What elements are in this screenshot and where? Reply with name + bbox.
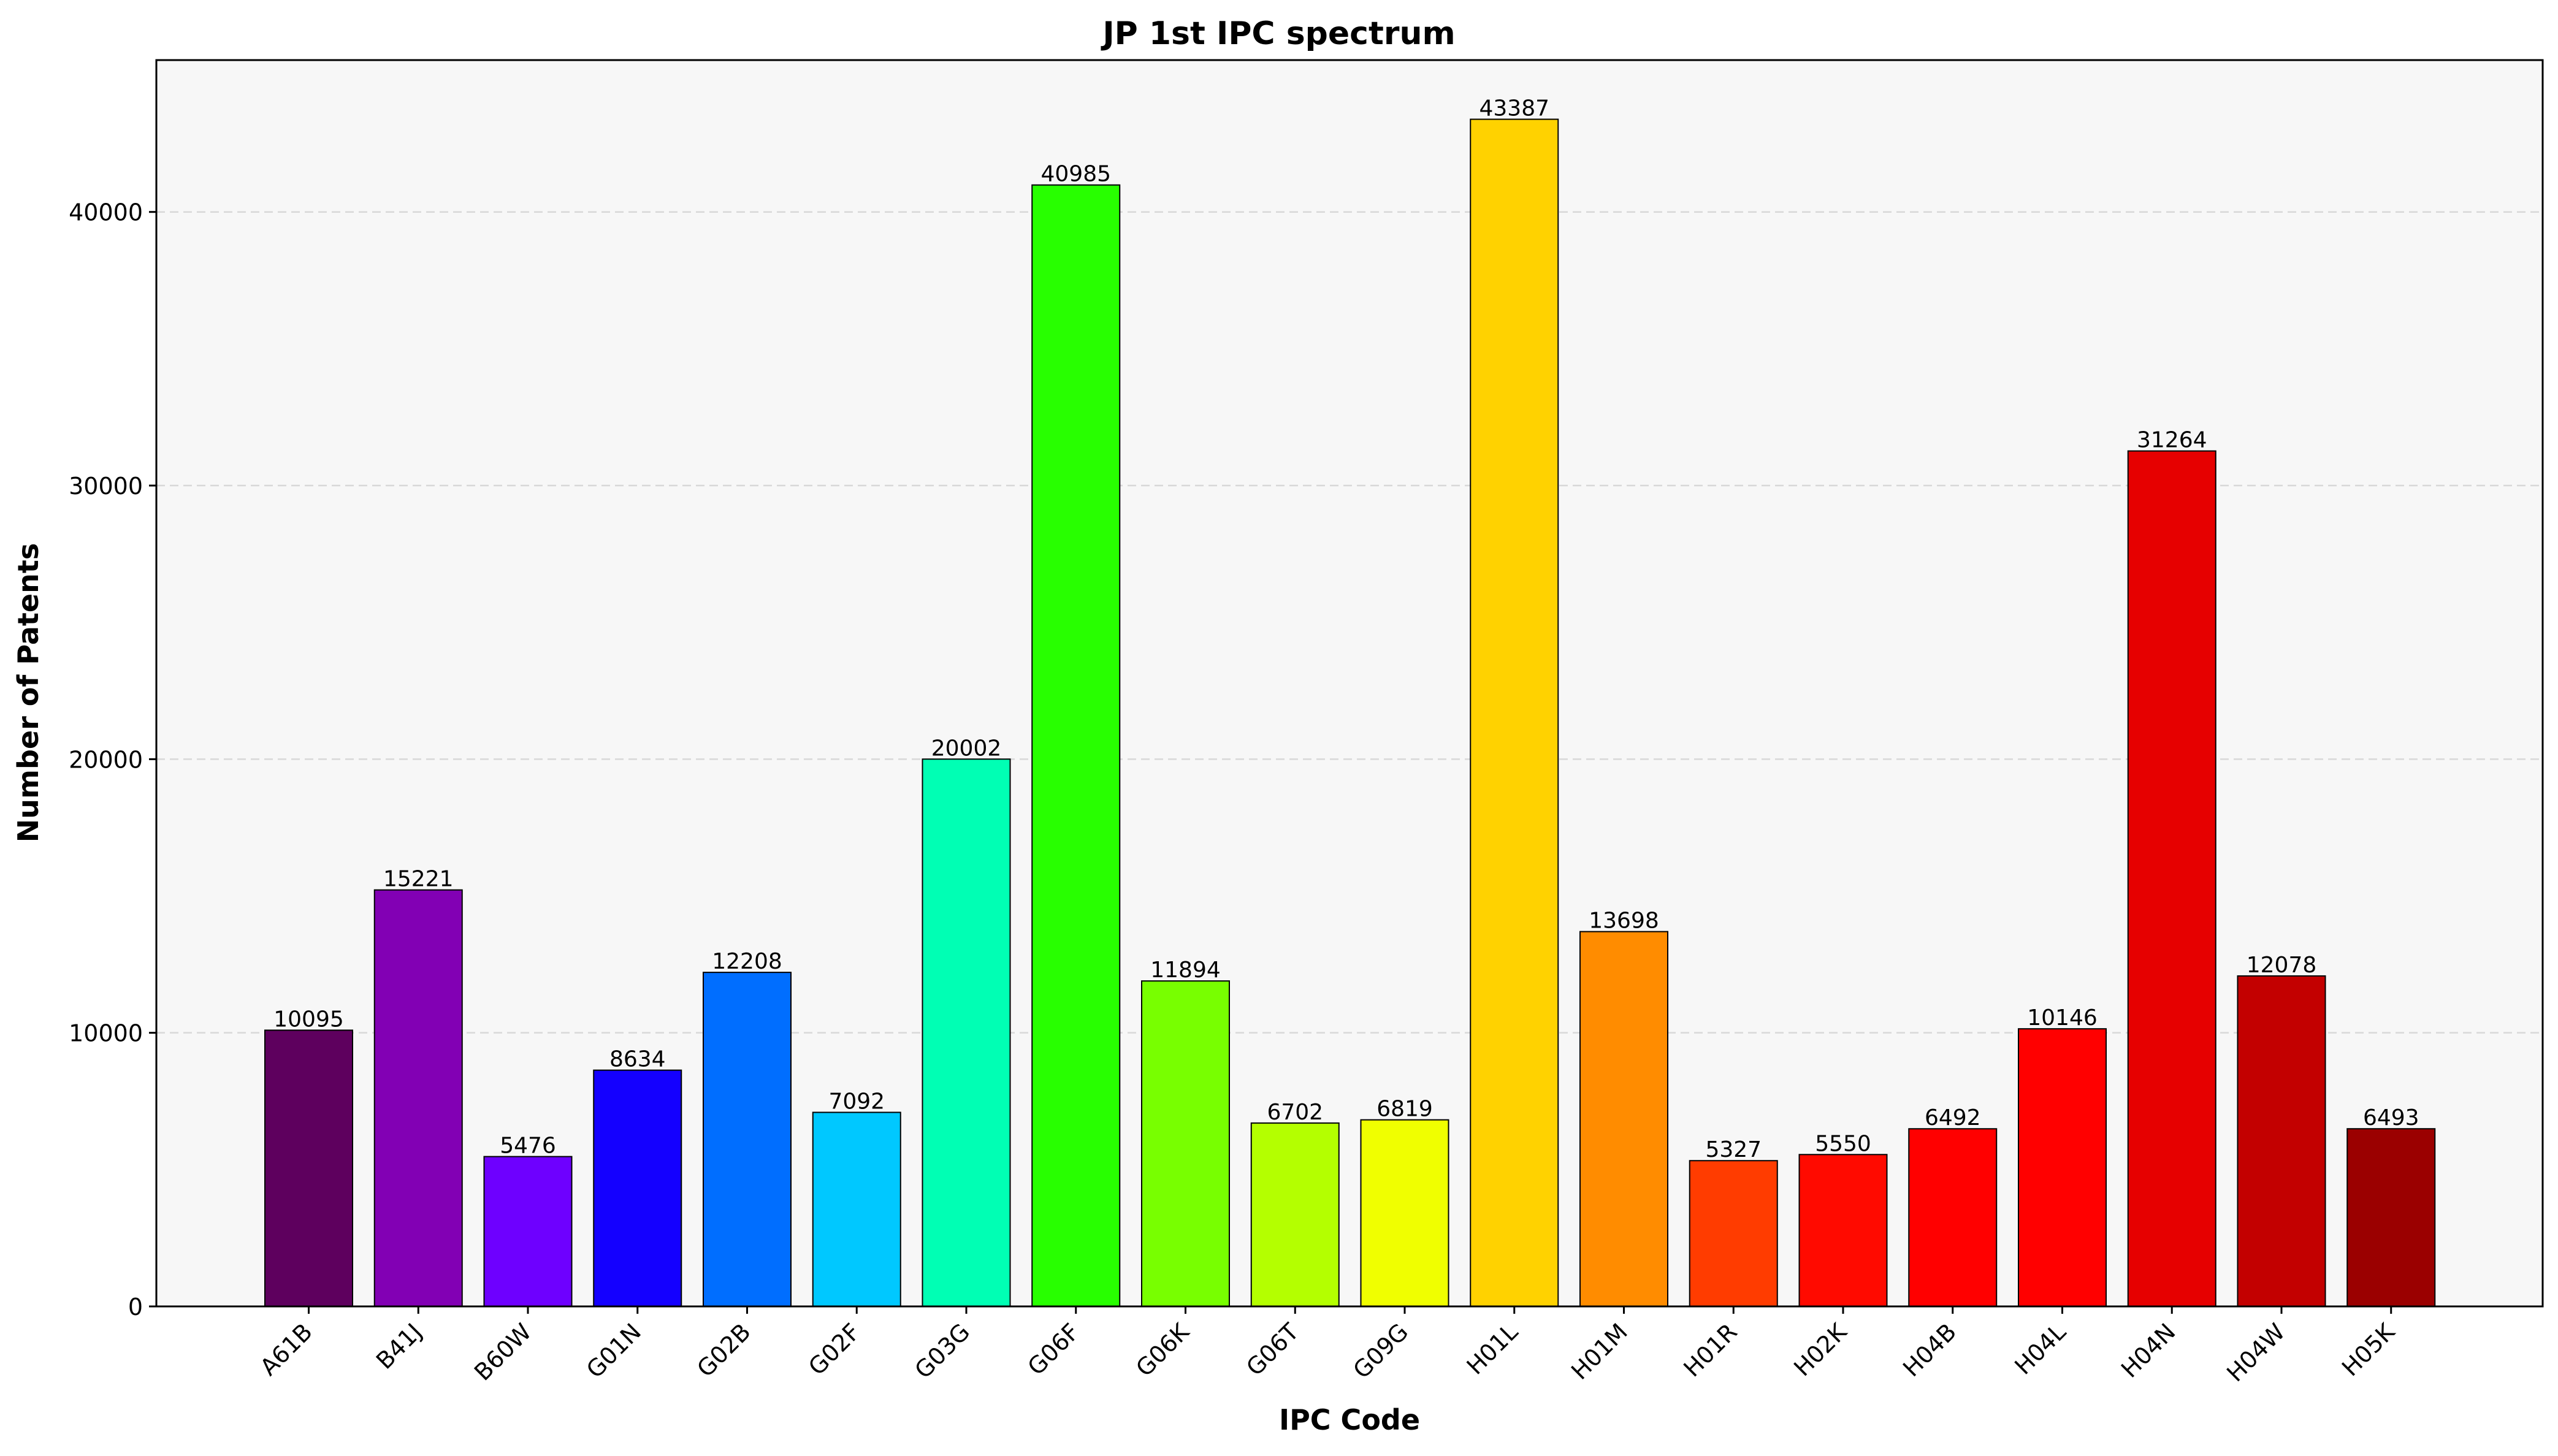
data-label: 6493: [2363, 1105, 2419, 1130]
data-label: 6819: [1376, 1097, 1433, 1122]
data-label: 8634: [609, 1047, 666, 1072]
y-tick-label: 30000: [69, 473, 143, 500]
x-axis-label: IPC Code: [1279, 1403, 1420, 1436]
data-label: 20002: [931, 736, 1002, 761]
bar-b60w: [483, 1156, 573, 1307]
bar-h01r: [1689, 1160, 1778, 1308]
bar-h05k: [2346, 1128, 2436, 1307]
plot-frame: [155, 59, 2544, 1308]
bar-h04b: [1908, 1128, 1998, 1308]
y-tick-label: 0: [128, 1294, 143, 1321]
bar-b41j: [373, 889, 463, 1308]
bar-g06f: [1031, 184, 1121, 1307]
data-label: 43387: [1479, 96, 1549, 121]
chart-title: JP 1st IPC spectrum: [1101, 15, 1455, 52]
bar-h04w: [2237, 975, 2326, 1307]
bar-a61b: [264, 1029, 353, 1308]
bar-g01n: [593, 1069, 682, 1308]
y-tick-label: 10000: [69, 1020, 143, 1047]
bar-g06t: [1250, 1122, 1340, 1307]
bar-g02f: [812, 1111, 901, 1307]
bar-h04n: [2127, 450, 2216, 1307]
data-label: 6492: [1925, 1105, 1981, 1130]
data-label: 10095: [273, 1007, 344, 1032]
data-label: 12078: [2247, 953, 2317, 978]
data-label: 5327: [1705, 1137, 1762, 1162]
bar-h04l: [2018, 1028, 2107, 1308]
data-label: 7092: [828, 1089, 885, 1114]
data-label: 12208: [712, 949, 782, 974]
data-label: 10146: [2027, 1005, 2098, 1031]
data-label: 5476: [500, 1134, 556, 1159]
data-label: 5550: [1815, 1131, 1871, 1156]
bar-g06k: [1141, 980, 1230, 1308]
y-tick-label: 40000: [69, 199, 143, 226]
data-label: 6702: [1267, 1100, 1323, 1125]
data-label: 15221: [383, 867, 454, 892]
data-label: 13698: [1589, 909, 1659, 934]
bars: [264, 118, 2436, 1308]
bar-h01l: [1470, 118, 1559, 1308]
y-tick-label: 20000: [69, 746, 143, 773]
bar-h02k: [1798, 1154, 1888, 1307]
y-axis-label: Number of Patents: [12, 543, 45, 842]
bar-g09g: [1360, 1119, 1449, 1308]
bar-h01m: [1579, 931, 1668, 1307]
data-label: 40985: [1040, 162, 1111, 187]
bar-g03g: [922, 758, 1011, 1307]
y-axis: 0 10000 20000 30000 40000: [69, 199, 156, 1321]
data-label: 11894: [1150, 958, 1221, 983]
bar-g02b: [703, 972, 792, 1308]
data-label: 31264: [2137, 428, 2207, 453]
data-labels: 10095 15221 5476 8634 12208 7092 20002 40985 118…: [273, 96, 2419, 1163]
